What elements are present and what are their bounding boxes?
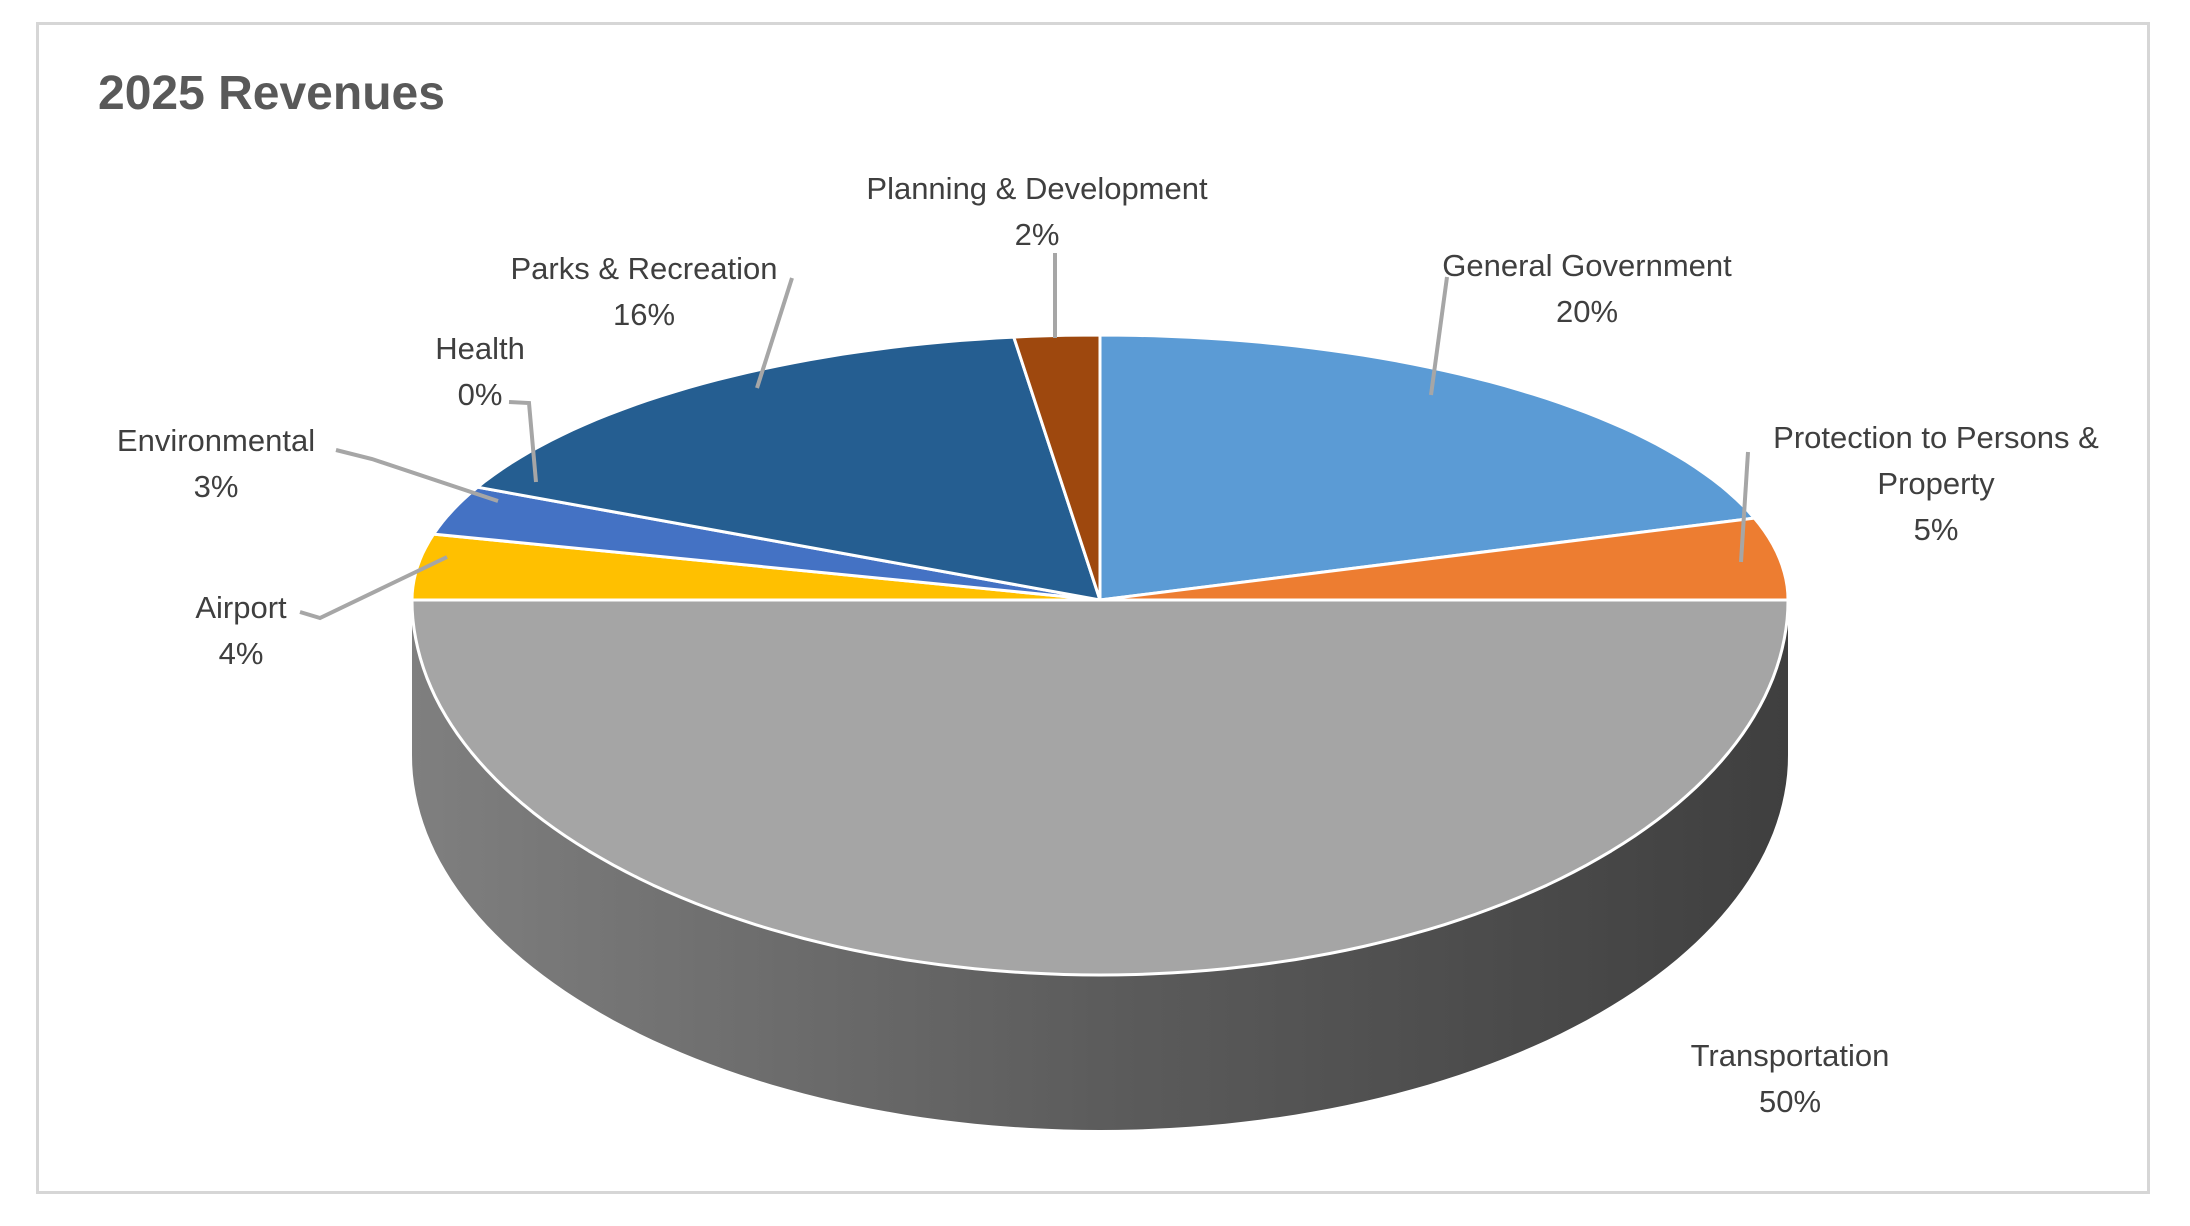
label-general-government-name: General Government xyxy=(1442,248,1732,283)
label-airport: Airport 4% xyxy=(195,585,286,677)
label-airport-name: Airport xyxy=(195,590,287,625)
label-planning-development-pct: 2% xyxy=(1014,217,1060,252)
label-airport-pct: 4% xyxy=(218,636,264,671)
pie-slice-parks-recreation xyxy=(476,335,1102,602)
label-health: Health 0% xyxy=(435,326,525,418)
pie-side-transportation xyxy=(412,600,1788,1130)
label-health-pct: 0% xyxy=(457,377,503,412)
leader-line-health xyxy=(508,400,538,483)
leader-line-protection-to-persons-property xyxy=(1739,451,1750,563)
leader-line-airport xyxy=(299,555,448,621)
chart-title: 2025 Revenues xyxy=(98,67,445,120)
leader-lines-layer xyxy=(299,253,1750,621)
label-health-name: Health xyxy=(435,331,525,366)
pie-slice-protection-to-persons-property xyxy=(1098,516,1790,602)
label-general-government: General Government 20% xyxy=(1442,243,1731,335)
label-environmental-name: Environmental xyxy=(116,423,316,458)
label-environmental-pct: 3% xyxy=(193,469,239,504)
label-parks-recreation-pct: 16% xyxy=(612,297,676,332)
label-planning-development-name: Planning & Development xyxy=(866,171,1208,206)
label-protection-to-persons-property: Protection to Persons & Property 5% xyxy=(1773,415,2099,553)
pie-slices-layer xyxy=(410,333,1790,1130)
leader-line-parks-recreation xyxy=(755,277,794,389)
pie-slice-transportation xyxy=(410,598,1790,977)
label-protection-line2: Property xyxy=(1877,466,1995,501)
label-protection-pct: 5% xyxy=(1913,512,1959,547)
label-parks-recreation-name: Parks & Recreation xyxy=(510,251,778,286)
chart-border-frame xyxy=(36,22,2150,1194)
leader-line-environmental xyxy=(335,448,499,503)
pie-slice-general-government xyxy=(1098,333,1756,602)
label-parks-recreation: Parks & Recreation 16% xyxy=(510,246,777,338)
leader-line-general-government xyxy=(1429,276,1449,396)
label-protection-line1: Protection to Persons & xyxy=(1773,420,2099,455)
label-general-government-pct: 20% xyxy=(1555,294,1619,329)
label-transportation-name: Transportation xyxy=(1690,1038,1890,1073)
label-transportation: Transportation 50% xyxy=(1691,1033,1890,1125)
label-planning-development: Planning & Development 2% xyxy=(866,166,1207,258)
label-transportation-pct: 50% xyxy=(1758,1084,1822,1119)
label-environmental: Environmental 3% xyxy=(117,418,315,510)
